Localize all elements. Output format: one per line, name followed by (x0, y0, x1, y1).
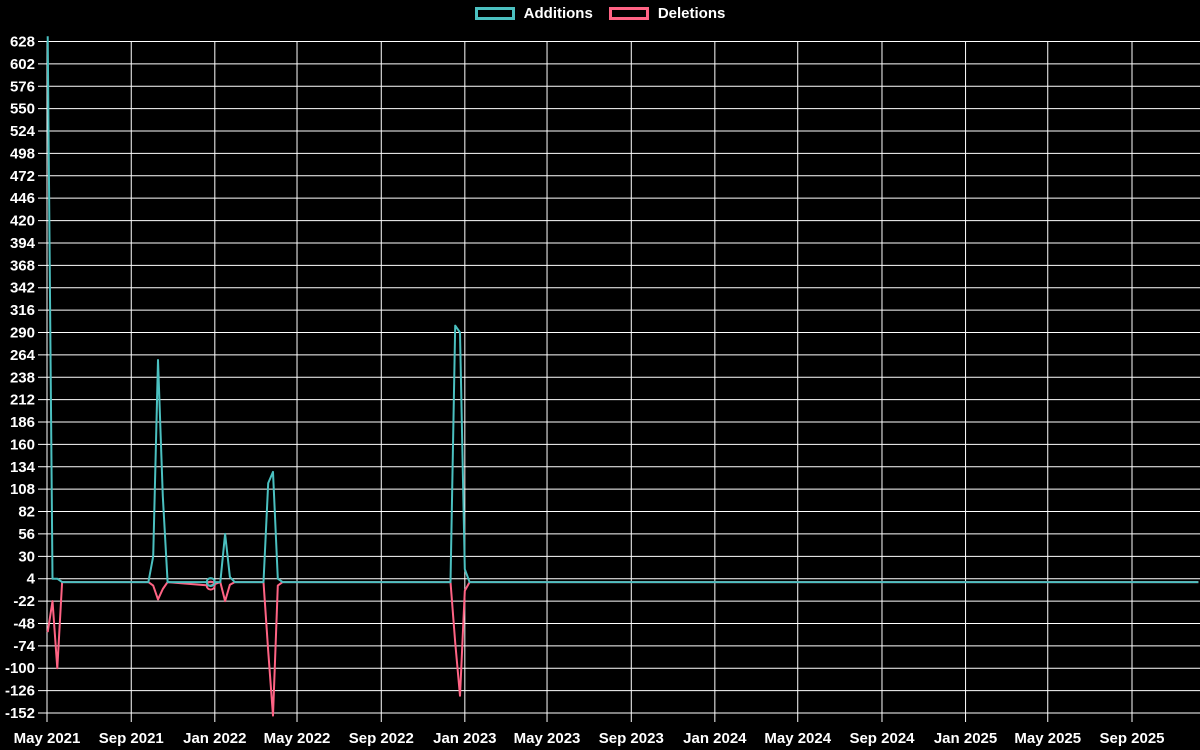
y-tick-label: 550 (10, 101, 35, 118)
y-tick-label: -48 (13, 615, 35, 632)
y-tick-label: 30 (18, 548, 35, 565)
additions-line (46, 36, 1199, 584)
y-tick-label: 342 (10, 280, 35, 297)
y-tick-label: 472 (10, 168, 35, 185)
y-tick-label: 524 (10, 123, 36, 140)
y-tick-label: 628 (10, 34, 35, 51)
x-tick-label: May 2024 (764, 730, 831, 747)
y-tick-label: 82 (18, 504, 35, 521)
y-tick-label: -74 (13, 638, 35, 655)
y-tick-label: 4 (27, 571, 36, 588)
x-tick-label: Sep 2025 (1099, 730, 1164, 747)
y-tick-label: 602 (10, 56, 35, 73)
y-tick-label: 134 (10, 459, 36, 476)
y-tick-label: -126 (5, 683, 35, 700)
additions-legend-label: Additions (523, 5, 593, 22)
x-tick-label: Sep 2022 (349, 730, 414, 747)
y-tick-label: -152 (5, 705, 35, 722)
additions-point-marker (205, 577, 216, 588)
x-tick-label: Jan 2023 (433, 730, 496, 747)
y-tick-label: 160 (10, 436, 35, 453)
x-tick-label: Sep 2023 (599, 730, 664, 747)
deletions-point-marker (205, 580, 216, 591)
y-tick-label: -22 (13, 593, 35, 610)
y-tick-label: 420 (10, 213, 35, 230)
x-tick-label: May 2025 (1014, 730, 1081, 747)
y-tick-label: 264 (10, 347, 36, 364)
x-tick-label: May 2022 (264, 730, 331, 747)
y-tick-label: -100 (5, 660, 35, 677)
deletions-legend-label: Deletions (657, 5, 726, 22)
x-tick-label: Sep 2024 (849, 730, 915, 747)
y-tick-label: 368 (10, 257, 35, 274)
x-tick-label: Sep 2021 (99, 730, 164, 747)
grid: 628 602 576 550 524 498 472 446 420 394 368 342 316 2… (5, 34, 1200, 747)
deletions-legend-swatch (608, 7, 649, 20)
x-tick-label: Jan 2022 (183, 730, 246, 747)
y-tick-label: 446 (10, 190, 35, 207)
y-tick-label: 394 (10, 235, 36, 252)
legend: Additions Deletions (0, 6, 1200, 21)
legend-item-deletions[interactable]: Deletions (608, 5, 726, 22)
y-tick-label: 290 (10, 324, 35, 341)
y-tick-label: 238 (10, 369, 35, 386)
y-tick-label: 316 (10, 302, 35, 319)
y-tick-label: 186 (10, 414, 35, 431)
y-tick-label: 56 (18, 526, 35, 543)
x-tick-label: May 2021 (14, 730, 81, 747)
y-tick-label: 576 (10, 78, 35, 95)
x-tick-label: Jan 2025 (934, 730, 997, 747)
deletions-line (46, 581, 1199, 717)
x-tick-label: Jan 2024 (683, 730, 747, 747)
legend-item-additions[interactable]: Additions (474, 5, 593, 22)
y-tick-label: 498 (10, 145, 35, 162)
x-tick-label: May 2023 (514, 730, 581, 747)
additions-legend-swatch (474, 7, 515, 20)
y-tick-label: 212 (10, 392, 35, 409)
y-tick-label: 108 (10, 481, 35, 498)
